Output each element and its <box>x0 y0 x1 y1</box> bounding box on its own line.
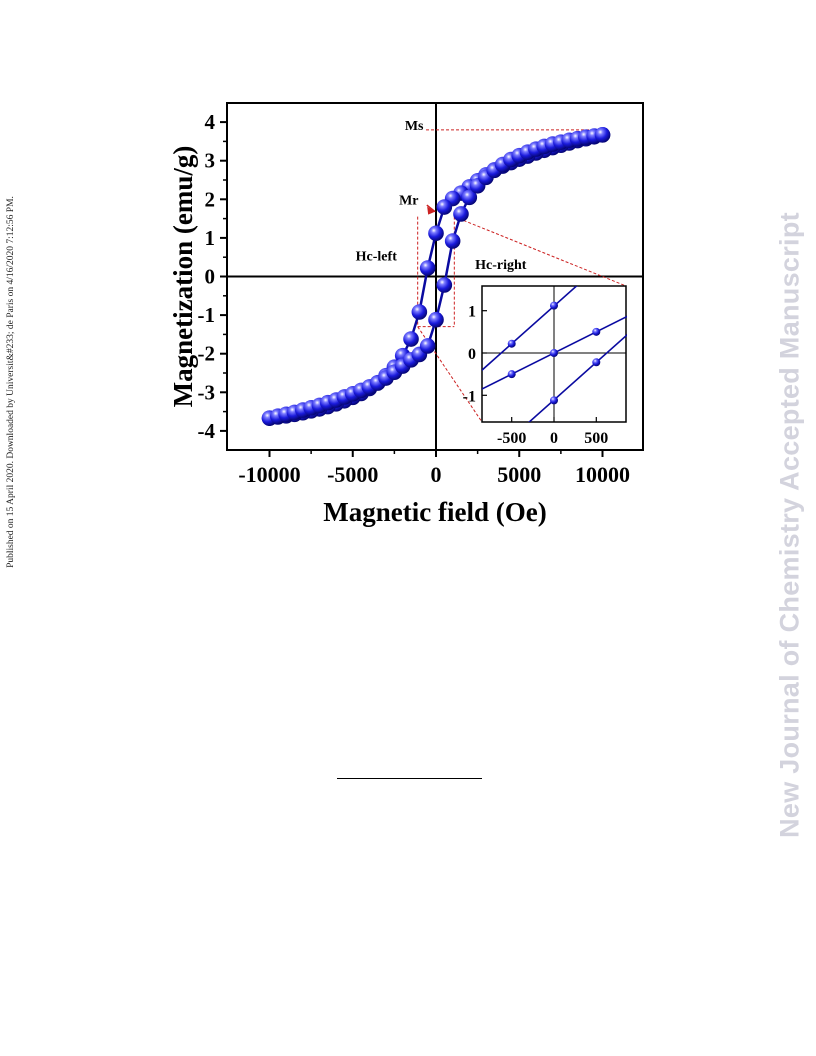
data-point <box>436 277 453 293</box>
inset-data-point <box>507 339 516 348</box>
y-tick-label: 0 <box>205 265 216 289</box>
x-axis-title: Magnetic field (Oe) <box>323 497 546 527</box>
y-tick-label: 4 <box>205 110 216 134</box>
x-tick-label: -10000 <box>238 462 300 487</box>
x-tick-label: 10000 <box>575 462 630 487</box>
x-tick-label: -5000 <box>327 462 378 487</box>
inset-x-tick-label: 0 <box>550 430 558 447</box>
inset-data-point <box>550 301 558 310</box>
inset-data-point <box>550 349 558 357</box>
y-tick-label: 2 <box>205 187 216 211</box>
annotation-ms: Ms <box>405 119 424 134</box>
annotation-hc-left: Hc-left <box>356 249 398 264</box>
inset-data-point <box>550 396 558 405</box>
y-tick-label: 3 <box>205 149 216 173</box>
inset-y-tick-label: 0 <box>468 346 476 363</box>
inset-y-tick-label: -1 <box>463 388 476 405</box>
annotation-mr: Mr <box>399 193 418 208</box>
y-axis-title: Magnetization (emu/g) <box>168 146 198 408</box>
x-tick-label: 5000 <box>497 462 541 487</box>
mr-arrowhead <box>427 206 436 215</box>
y-tick-label: -1 <box>198 303 216 327</box>
inset-y-tick-label: 1 <box>468 304 476 321</box>
inset-data-point <box>507 370 516 379</box>
inset-data-point <box>592 264 600 272</box>
inset-x-tick-label: 500 <box>584 430 608 447</box>
data-point <box>419 260 436 276</box>
data-point <box>461 189 478 206</box>
data-point <box>419 338 436 354</box>
data-point <box>403 331 419 347</box>
inset-leader-line <box>454 216 627 287</box>
data-point <box>428 225 444 242</box>
inset-data-point <box>592 327 601 336</box>
y-tick-label: -2 <box>198 342 216 366</box>
inset-data-point <box>592 358 601 367</box>
data-point <box>444 233 461 249</box>
y-tick-label: 1 <box>205 226 216 250</box>
data-point <box>594 127 611 143</box>
x-tick-label: 0 <box>431 462 442 487</box>
annotation-hc-right: Hc-right <box>475 258 527 273</box>
data-point <box>453 206 469 222</box>
y-tick-label: -3 <box>198 380 216 404</box>
data-point <box>428 311 444 328</box>
inset-plot-area <box>482 264 627 422</box>
inset-leader-line <box>417 326 483 423</box>
mr-arrow <box>426 204 436 213</box>
data-point <box>436 199 453 215</box>
inset-x-tick-label: -500 <box>497 430 526 447</box>
y-tick-label: -4 <box>198 419 216 443</box>
footnote-rule <box>337 778 482 779</box>
data-point <box>411 304 428 320</box>
